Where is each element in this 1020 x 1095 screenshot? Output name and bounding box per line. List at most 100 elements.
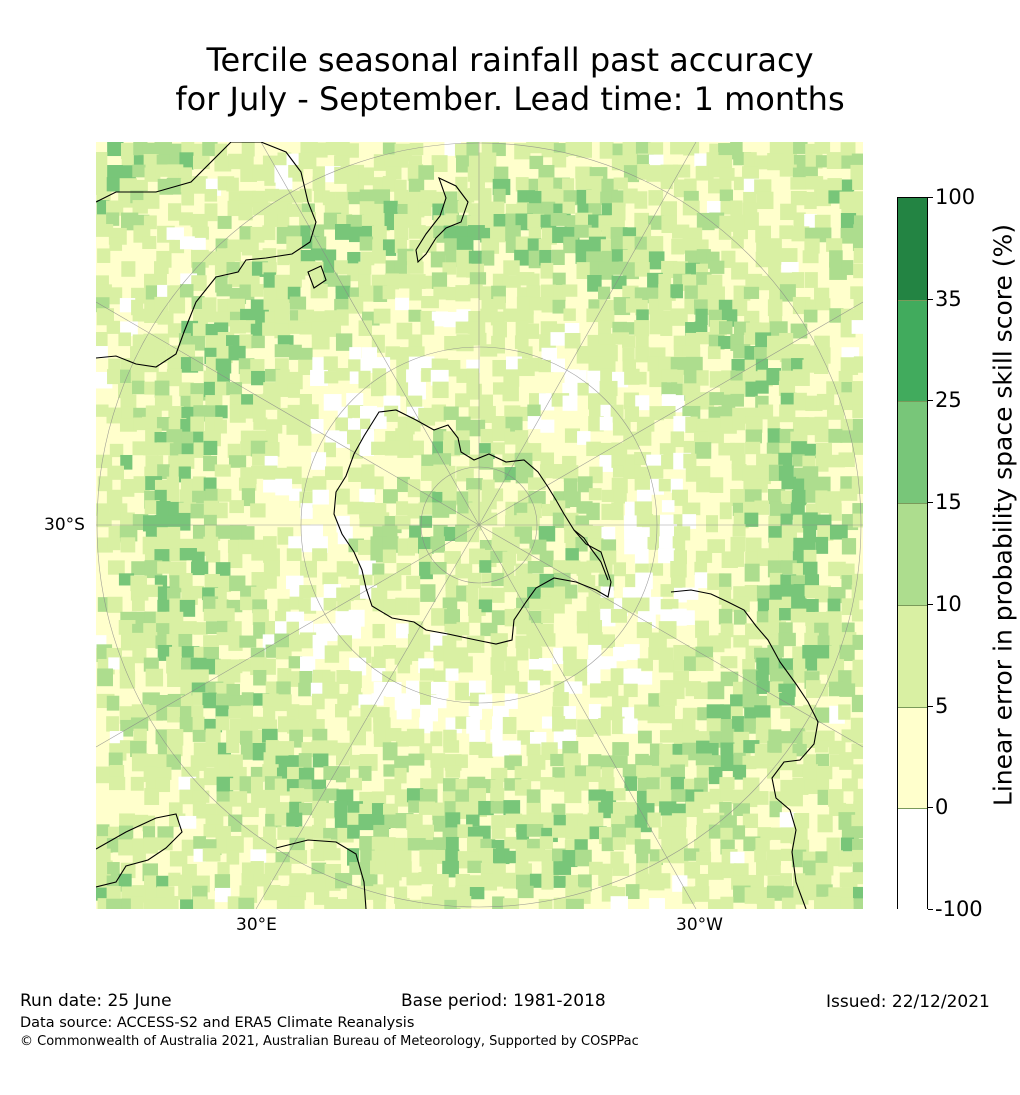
skill-cell <box>563 478 578 495</box>
skill-cell <box>539 249 552 266</box>
skill-cell <box>431 802 449 821</box>
skill-cell <box>598 755 615 769</box>
skill-cell <box>418 801 436 815</box>
skill-cell <box>649 406 665 421</box>
skill-cell <box>540 777 555 790</box>
skill-cell <box>851 584 863 601</box>
skill-cell <box>479 560 492 573</box>
skill-cell <box>778 886 795 901</box>
issued-date: Issued: 22/12/2021 <box>826 992 990 1012</box>
skill-cell <box>97 597 111 612</box>
skill-cell <box>804 478 818 491</box>
skill-cell <box>97 476 113 492</box>
skill-cell <box>817 814 833 833</box>
skill-cell <box>613 177 628 190</box>
skill-cell <box>215 693 231 710</box>
skill-cell <box>791 441 807 457</box>
skill-cell <box>288 656 303 669</box>
skill-cell <box>840 897 854 909</box>
skill-cell <box>408 309 422 322</box>
skill-cell <box>636 489 652 505</box>
skill-cell <box>312 489 329 505</box>
skill-cell <box>637 658 653 671</box>
skill-cell <box>407 537 421 554</box>
skill-cell <box>853 788 863 805</box>
skill-cell <box>660 584 674 597</box>
skill-cell <box>300 560 317 578</box>
skill-cell <box>851 694 863 713</box>
skill-cell <box>408 382 426 400</box>
skill-cell <box>779 669 797 685</box>
skill-cell <box>780 779 796 793</box>
skill-cell <box>852 418 863 432</box>
skill-cell <box>790 323 808 339</box>
skill-cell <box>540 262 554 279</box>
skill-cell <box>480 428 494 443</box>
skill-cell <box>238 203 253 221</box>
skill-cell <box>852 404 863 418</box>
skill-cell <box>180 178 193 193</box>
skill-cell <box>288 164 304 182</box>
skill-cell <box>649 765 663 779</box>
skill-cell <box>214 263 228 276</box>
skill-cell <box>371 850 387 864</box>
skill-cell <box>767 875 784 889</box>
skill-cell <box>346 885 365 904</box>
skill-cell <box>359 236 374 251</box>
skill-cell <box>419 275 433 289</box>
colorbar-tick-mark <box>928 298 933 300</box>
skill-cell <box>529 873 546 888</box>
skill-cell <box>720 719 735 732</box>
skill-cell <box>263 465 278 482</box>
colorbar-bin <box>898 198 927 300</box>
graticule-lines <box>96 142 863 909</box>
skill-cell <box>852 176 863 190</box>
skill-cell <box>167 706 184 723</box>
skill-cell <box>298 682 312 697</box>
skill-cell <box>601 837 614 852</box>
skill-cell <box>250 226 265 243</box>
skill-cell <box>275 478 293 496</box>
skill-cell <box>804 272 818 288</box>
skill-cell <box>778 142 797 157</box>
skill-cell <box>109 776 126 791</box>
skill-cell <box>648 251 665 270</box>
skill-cell <box>658 659 675 673</box>
skill-cell <box>634 371 647 385</box>
skill-cell <box>358 261 372 275</box>
skill-cell <box>852 849 863 864</box>
skill-cell <box>852 862 863 877</box>
skill-cell <box>491 416 507 431</box>
skill-cell <box>526 789 541 804</box>
skill-cell <box>840 563 855 579</box>
skill-cell <box>826 152 843 169</box>
skill-cell <box>323 597 337 611</box>
skill-cell <box>468 250 482 268</box>
skill-cell <box>550 753 565 767</box>
skill-cell <box>793 813 810 829</box>
skill-cell <box>826 896 842 909</box>
skill-cell <box>492 321 507 338</box>
skill-cell <box>598 263 614 280</box>
skill-cell <box>755 478 768 493</box>
skill-cell <box>504 431 518 445</box>
skill-cell <box>215 405 228 419</box>
skill-cell <box>456 896 472 909</box>
skill-cell <box>732 825 746 840</box>
skill-cell <box>286 704 300 720</box>
skill-cell <box>179 669 195 683</box>
skill-cell <box>215 716 230 731</box>
skill-cell <box>742 166 759 181</box>
skill-cell <box>334 200 349 216</box>
skill-cell <box>577 874 592 892</box>
skill-cell <box>502 898 520 909</box>
skill-cell <box>730 393 744 407</box>
skill-cell <box>131 704 150 720</box>
skill-cell <box>322 681 340 699</box>
skill-cell <box>180 899 198 909</box>
skill-cell <box>586 176 604 192</box>
skill-cell <box>157 586 170 604</box>
skill-cell <box>419 824 435 842</box>
skill-cell <box>408 753 425 766</box>
skill-cell <box>262 322 278 336</box>
